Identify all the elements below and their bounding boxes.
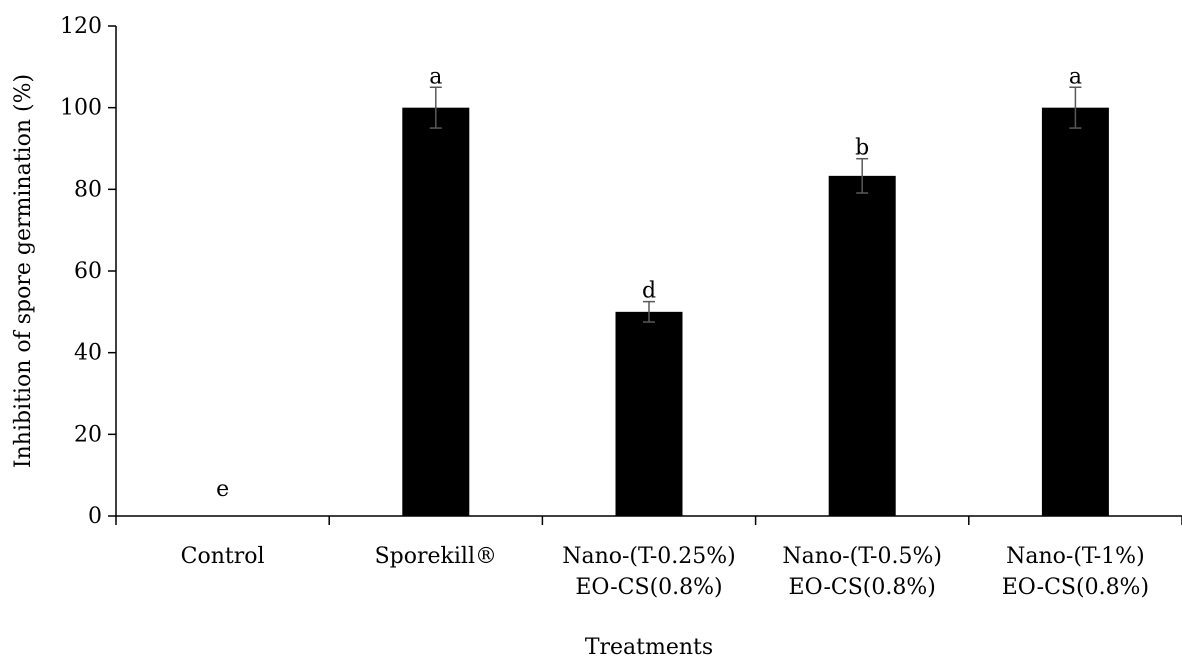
category-label: EO-CS(0.8%) xyxy=(575,575,722,600)
y-axis-title: Inhibition of spore germination (%) xyxy=(11,74,36,468)
significance-letters: e a d b a xyxy=(216,64,1082,502)
y-tick-label: 20 xyxy=(74,422,102,447)
significance-letter: a xyxy=(429,64,442,89)
bar xyxy=(615,311,683,516)
y-tick-label: 60 xyxy=(74,259,102,284)
y-ticks: 0 20 40 60 80 100 120 xyxy=(60,14,116,529)
category-label: Nano-(T-0.5%) xyxy=(782,544,942,569)
category-label: Sporekill® xyxy=(375,544,497,569)
significance-letter: e xyxy=(216,477,229,502)
category-label: Control xyxy=(181,544,265,569)
x-axis-title: Treatments xyxy=(585,635,713,660)
bar xyxy=(402,107,470,517)
y-tick-label: 40 xyxy=(74,341,102,366)
y-tick-label: 80 xyxy=(74,177,102,202)
y-tick-label: 0 xyxy=(88,504,102,529)
bar xyxy=(828,175,896,516)
significance-letter: d xyxy=(642,279,656,304)
category-labels: Control Sporekill® Nano-(T-0.25%) EO-CS(0.8… xyxy=(181,544,1149,600)
category-label: EO-CS(0.8%) xyxy=(789,575,936,600)
category-label: EO-CS(0.8%) xyxy=(1002,575,1149,600)
y-tick-label: 100 xyxy=(60,96,102,121)
bar xyxy=(1041,107,1109,517)
significance-letter: b xyxy=(855,136,869,161)
bars xyxy=(402,107,1109,517)
y-tick-label: 120 xyxy=(60,14,102,39)
x-ticks xyxy=(115,516,1182,525)
category-label: Nano-(T-1%) xyxy=(1006,544,1145,569)
error-bars xyxy=(429,86,1082,323)
category-label: Nano-(T-0.25%) xyxy=(562,544,736,569)
significance-letter: a xyxy=(1069,64,1082,89)
